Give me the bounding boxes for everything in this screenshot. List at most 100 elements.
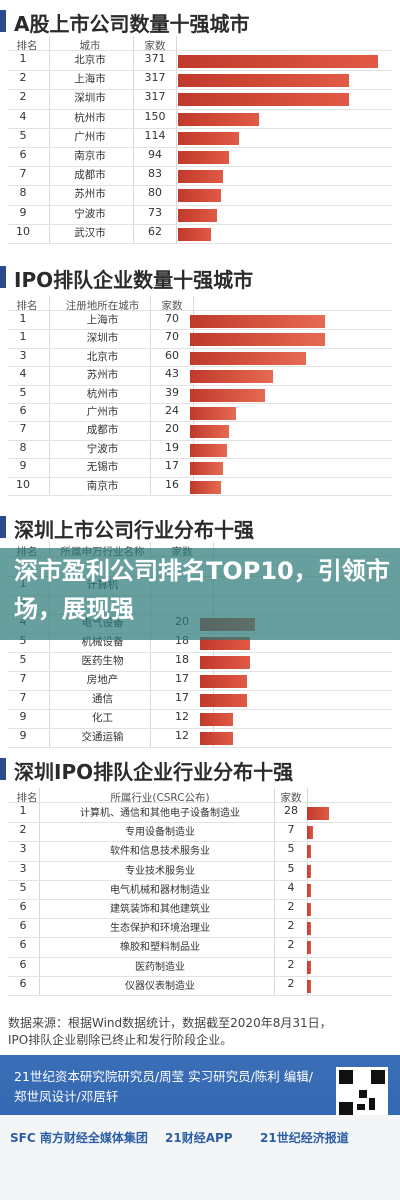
chart-title: 深圳上市公司行业分布十强 <box>14 518 254 542</box>
rank-cell: 5 <box>19 880 27 894</box>
rank-cell: 7 <box>19 167 27 181</box>
row-divider <box>8 709 392 710</box>
row-divider <box>8 899 392 900</box>
rank-cell: 2 <box>19 90 27 104</box>
row-divider <box>8 458 392 460</box>
table-row: 6 广州市 24 <box>0 404 400 423</box>
value-cell: 317 <box>144 71 166 85</box>
rank-cell: 6 <box>19 900 27 913</box>
row-divider <box>8 185 392 187</box>
chart-title: 深圳IPO排队企业行业分布十强 <box>14 760 294 784</box>
bar-mark <box>178 189 222 203</box>
row-divider <box>8 918 392 920</box>
value-cell: 39 <box>165 385 179 399</box>
row-divider <box>8 403 392 404</box>
title-accent <box>0 10 6 32</box>
table-row: 8 苏州市 80 <box>0 186 400 205</box>
column-divider <box>274 788 275 996</box>
label-cell: 苏州市 <box>74 188 106 201</box>
table-row: 5 杭州市 39 <box>0 386 400 405</box>
value-cell: 5 <box>287 861 295 875</box>
label-cell: 成都市 <box>74 169 106 182</box>
header-divider <box>8 310 392 311</box>
value-cell: 4 <box>287 880 295 894</box>
label-cell: 北京市 <box>74 54 106 66</box>
bar-mark <box>190 462 223 476</box>
rank-cell: 7 <box>19 422 27 436</box>
label-cell: 专业技术服务业 <box>125 865 195 877</box>
rank-cell: 4 <box>19 367 27 381</box>
bar-mark <box>190 388 266 402</box>
label-cell: 软件和信息技术服务业 <box>110 846 210 858</box>
bar-mark <box>178 170 223 184</box>
data-source-line1: 数据来源：根据Wind数据统计，数据截至2020年8月31日， <box>8 1016 332 1030</box>
value-cell: 60 <box>165 348 179 362</box>
row-divider <box>8 879 392 881</box>
table-row: 6 橡胶和塑料制品业 2 <box>0 938 400 957</box>
column-divider <box>39 788 40 996</box>
bar-mark <box>190 351 306 365</box>
rank-cell: 9 <box>19 729 27 742</box>
table-row: 2 专用设备制造业 7 <box>0 823 400 842</box>
title-accent <box>0 266 6 288</box>
label-cell: 深圳市 <box>74 92 106 105</box>
label-cell: 建筑装饰和其他建筑业 <box>110 904 210 915</box>
table-row: 6 建筑装饰和其他建筑业 2 <box>0 900 400 919</box>
label-cell: 上海市 <box>86 314 119 326</box>
rank-cell: 6 <box>19 976 27 990</box>
label-cell: 广州市 <box>86 406 119 418</box>
bar-mark <box>307 979 311 993</box>
value-cell: 24 <box>165 404 179 417</box>
bar-mark <box>178 227 212 241</box>
value-cell: 20 <box>165 422 179 436</box>
value-cell: 114 <box>144 128 166 142</box>
row-divider <box>8 421 392 423</box>
bar-mark <box>178 74 349 88</box>
row-divider <box>8 347 392 349</box>
rank-cell: 3 <box>19 861 27 875</box>
bar-mark <box>307 826 313 840</box>
value-cell: 94 <box>148 148 162 161</box>
bar-mark <box>190 315 325 328</box>
table-row: 4 苏州市 43 <box>0 367 400 386</box>
value-cell: 62 <box>148 224 162 238</box>
column-header: 排名 <box>16 40 38 52</box>
table-row: 3 软件和信息技术服务业 5 <box>0 842 400 861</box>
bar-mark <box>190 443 227 457</box>
label-cell: 仪器仪表制造业 <box>125 980 195 992</box>
table-row: 9 无锡市 17 <box>0 459 400 478</box>
caption-overlay: 深市盈利公司排名TOP10，引领市场，展现强 <box>0 548 400 640</box>
row-divider <box>8 822 392 824</box>
qr-code-icon <box>336 1067 388 1119</box>
rank-cell: 6 <box>19 919 27 933</box>
label-cell: 深圳市 <box>86 332 119 345</box>
column-divider <box>133 36 134 244</box>
rank-cell: 8 <box>19 186 27 200</box>
row-divider <box>8 995 392 996</box>
label-cell: 杭州市 <box>86 387 119 400</box>
row-divider <box>8 860 392 862</box>
table-row: 8 宁波市 19 <box>0 441 400 460</box>
chart-title: A股上市公司数量十强城市 <box>14 12 250 36</box>
label-cell: 无锡市 <box>86 461 119 474</box>
rank-cell: 2 <box>19 71 27 85</box>
value-cell: 83 <box>148 167 162 181</box>
row-divider <box>8 223 392 225</box>
label-cell: 房地产 <box>86 674 119 686</box>
bar-mark <box>307 883 311 897</box>
bar-mark <box>307 922 311 936</box>
label-cell: 橡胶和塑料制品业 <box>120 942 200 954</box>
table-row: 1 计算机、通信和其他电子设备制造业 28 <box>0 804 400 823</box>
publisher-logos: SFC 南方财经全媒体集团 21财经APP 21世纪经济报道 <box>0 1115 400 1200</box>
row-divider <box>8 70 392 72</box>
rank-cell: 5 <box>19 385 27 399</box>
bar-mark <box>307 903 311 916</box>
logo-sfc: SFC 南方财经全媒体集团 <box>10 1131 148 1145</box>
value-cell: 317 <box>144 90 166 104</box>
column-header: 所属行业(CSRC公布) <box>110 792 210 804</box>
header-divider <box>8 50 392 51</box>
column-header: 注册地所在城市 <box>65 300 140 312</box>
table-row: 3 专业技术服务业 5 <box>0 862 400 881</box>
row-divider <box>8 841 392 843</box>
value-cell: 70 <box>165 312 179 325</box>
